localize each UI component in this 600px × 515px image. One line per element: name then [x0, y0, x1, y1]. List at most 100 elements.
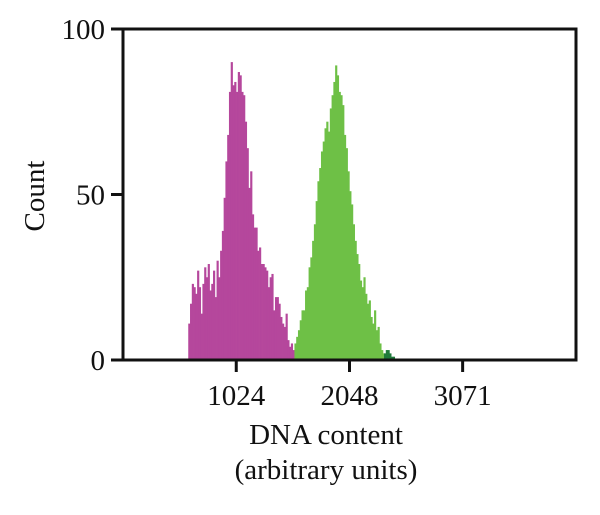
histogram-bar — [313, 224, 317, 360]
histogram-bar — [232, 85, 235, 361]
histogram-bar — [306, 287, 309, 360]
histogram-bar — [366, 303, 370, 360]
x-tick-label: 3071 — [434, 380, 492, 412]
y-axis-label: Count — [19, 161, 51, 232]
histogram-bar — [358, 264, 361, 360]
histogram-bar — [198, 287, 202, 360]
histogram-bar — [237, 72, 240, 360]
histogram-bar — [273, 310, 276, 360]
histogram-bar — [342, 105, 345, 360]
histogram-bar — [336, 75, 340, 360]
histogram-bar — [197, 270, 200, 360]
histogram-bars — [188, 62, 396, 361]
histogram-bar — [349, 191, 352, 360]
histogram-bar — [266, 270, 269, 360]
histogram-bar — [317, 181, 320, 360]
histogram-bar — [255, 227, 258, 360]
histogram-bar — [260, 264, 263, 360]
histogram-bar — [218, 277, 221, 360]
histogram-bar — [280, 316, 283, 360]
histogram-bar — [340, 95, 343, 360]
histogram-bar — [328, 131, 331, 360]
histogram-bar — [205, 277, 209, 360]
histogram-bar — [243, 95, 246, 360]
histogram-bar — [241, 91, 244, 360]
histogram-bar — [354, 240, 357, 360]
histogram-bar — [351, 204, 354, 360]
histogram-bar — [211, 283, 214, 360]
histogram-bar — [276, 297, 279, 360]
histogram-bar — [290, 343, 294, 360]
histogram-bar — [223, 197, 226, 360]
histogram-bar — [267, 287, 271, 360]
histogram-bar — [251, 214, 255, 360]
histogram-bar — [274, 297, 278, 360]
histogram-bar — [368, 300, 371, 360]
histogram-bar — [239, 75, 242, 360]
histogram-bar — [305, 290, 308, 360]
histogram-bar — [308, 267, 311, 360]
x-axis-ticks: 1024 2048 3071 — [207, 360, 492, 412]
histogram-bar — [262, 264, 265, 360]
x-tick-label: 2048 — [321, 380, 379, 412]
histogram-bar — [287, 340, 290, 360]
histogram-bar — [377, 326, 380, 360]
histogram-bar — [303, 310, 306, 360]
histogram-bar — [391, 356, 394, 360]
histogram-bar — [292, 350, 295, 360]
histogram-bar — [283, 326, 286, 360]
histogram-bar — [250, 171, 253, 360]
histogram-bar — [278, 303, 281, 360]
histogram-bar — [379, 343, 382, 360]
x-axis-label: DNA content — [249, 419, 403, 451]
histogram-bar — [264, 267, 267, 360]
histogram-bar — [312, 240, 315, 360]
histogram-bar — [326, 121, 329, 361]
histogram-bar — [384, 353, 387, 360]
histogram-bar — [200, 313, 203, 360]
histogram-bar — [389, 353, 392, 360]
histogram-bar — [329, 108, 332, 360]
histogram-bar — [301, 310, 304, 360]
histogram-bar — [361, 287, 364, 360]
histogram-bar — [257, 250, 260, 360]
histogram-bar — [382, 353, 386, 360]
histogram-bar — [347, 171, 350, 360]
histogram-bar — [365, 293, 368, 360]
histogram-bar — [282, 323, 285, 360]
histogram-bar — [392, 356, 396, 360]
histogram-bar — [343, 134, 347, 360]
histogram-bar — [204, 267, 207, 360]
histogram-bar — [230, 62, 233, 360]
histogram-bar — [299, 320, 302, 360]
histogram-bar — [352, 224, 355, 360]
histogram-bar — [225, 161, 228, 360]
histogram-bar — [322, 141, 325, 360]
histogram-bar — [370, 316, 373, 360]
histogram-bar — [387, 350, 390, 360]
histogram-bar — [289, 346, 292, 360]
histogram-bar — [333, 81, 336, 361]
histogram-bar — [227, 134, 230, 360]
histogram-bar — [269, 277, 272, 360]
histogram-bar — [320, 151, 324, 360]
histogram-bar — [209, 290, 212, 360]
histogram-bar — [345, 148, 348, 360]
histogram-bar — [315, 201, 318, 360]
y-tick-label: 100 — [62, 14, 106, 46]
histogram-bar — [188, 323, 191, 360]
histogram-bar — [214, 297, 217, 360]
histogram-bar — [385, 350, 388, 360]
histogram-bar — [374, 310, 377, 360]
histogram-bar — [324, 128, 327, 360]
histogram-bar — [331, 95, 334, 360]
histogram-bar — [297, 330, 301, 360]
histogram-bar — [213, 270, 216, 360]
histogram-bar — [244, 121, 248, 361]
histogram-bar — [253, 227, 256, 360]
histogram-bar — [372, 323, 375, 360]
histogram-bar — [234, 81, 237, 361]
histogram-bar — [248, 187, 251, 360]
